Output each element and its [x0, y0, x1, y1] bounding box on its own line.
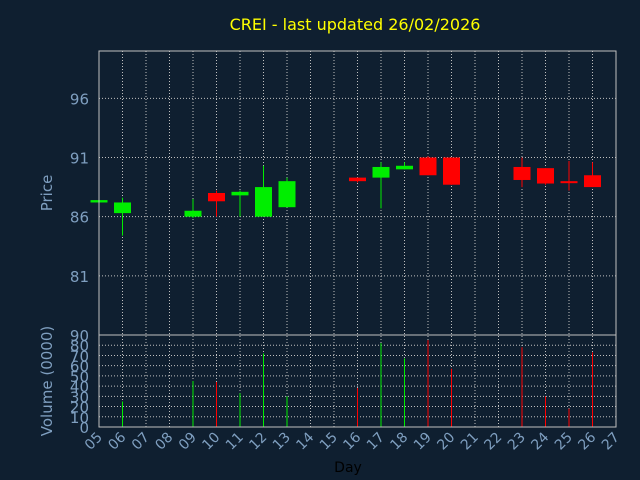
- day-tick-label: 27: [599, 430, 623, 454]
- day-tick-label: 07: [129, 430, 153, 454]
- candle-body: [560, 181, 578, 184]
- volume-axis-label: Volume (0000): [38, 326, 56, 436]
- volume-tick-label: 0: [79, 419, 89, 437]
- candle-body: [513, 166, 531, 180]
- price-tick-label: 96: [70, 90, 89, 108]
- candle-body: [537, 168, 554, 184]
- price-axis-label: Price: [38, 175, 56, 212]
- volume-tick-label: 90: [70, 327, 89, 345]
- candle-body: [372, 166, 390, 178]
- volume-tick-label: 60: [70, 358, 89, 376]
- day-tick-label: 19: [411, 430, 435, 454]
- day-tick-label: 15: [317, 430, 341, 454]
- volume-tick-label: 70: [70, 347, 89, 365]
- day-tick-label: 08: [152, 430, 176, 454]
- day-axis-label: Day: [334, 460, 362, 476]
- day-tick-label: 25: [552, 430, 576, 454]
- candle-body: [184, 210, 202, 217]
- day-tick-label: 18: [387, 430, 411, 454]
- candle-body: [396, 165, 413, 170]
- candle-body: [584, 175, 601, 188]
- day-tick-label: 14: [293, 429, 317, 453]
- candle-body: [231, 191, 249, 196]
- day-tick-label: 24: [528, 429, 552, 453]
- candle-body: [278, 181, 296, 208]
- day-tick-label: 06: [105, 429, 129, 453]
- candle-body: [114, 202, 131, 214]
- day-tick-label: 09: [176, 430, 200, 454]
- price-tick-label: 86: [70, 209, 89, 227]
- day-tick-label: 23: [505, 430, 529, 454]
- volume-tick-label: 20: [70, 399, 89, 417]
- day-tick-label: 11: [223, 430, 247, 454]
- chart-title: CREI - last updated 26/02/2026: [230, 15, 481, 34]
- day-tick-label: 21: [458, 430, 482, 454]
- candle-body: [255, 187, 272, 217]
- candle-body: [419, 157, 437, 176]
- volume-tick-label: 50: [70, 368, 89, 386]
- day-tick-label: 22: [481, 430, 505, 454]
- candle-body: [208, 193, 225, 202]
- price-tick-label: 91: [70, 150, 89, 168]
- volume-tick-label: 30: [70, 388, 89, 406]
- day-tick-label: 20: [434, 430, 458, 454]
- price-tick-label: 81: [70, 268, 89, 286]
- volume-panel-border: [98, 334, 617, 428]
- volume-tick-label: 40: [70, 378, 89, 396]
- volume-tick-label: 80: [70, 337, 89, 355]
- day-tick-label: 13: [270, 430, 294, 454]
- volume-tick-label: 10: [70, 409, 89, 427]
- candle-body: [443, 157, 460, 185]
- day-tick-label: 26: [575, 429, 599, 453]
- day-tick-label: 10: [199, 430, 223, 454]
- candle-body: [349, 177, 366, 182]
- day-tick-label: 16: [340, 429, 364, 453]
- day-tick-label: 12: [246, 430, 270, 454]
- day-tick-label: 17: [364, 430, 388, 454]
